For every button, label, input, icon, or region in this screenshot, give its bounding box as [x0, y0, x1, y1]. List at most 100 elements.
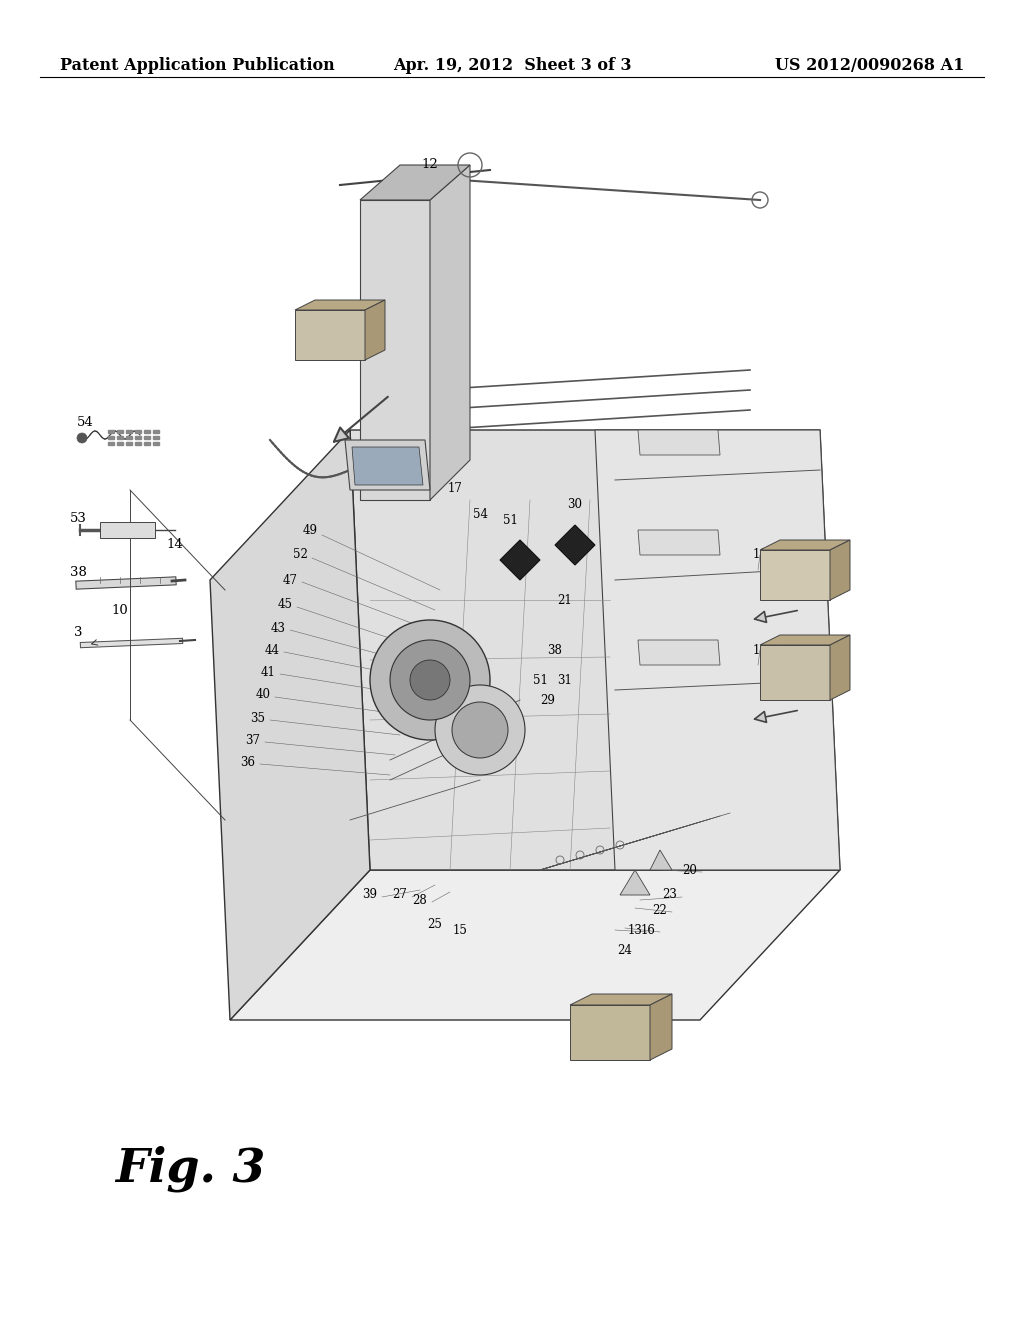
- Bar: [135, 442, 141, 445]
- Text: 40: 40: [256, 689, 270, 701]
- Bar: [117, 436, 123, 440]
- Text: 10: 10: [112, 603, 128, 616]
- Text: 44: 44: [264, 644, 280, 656]
- Circle shape: [452, 702, 508, 758]
- Polygon shape: [760, 645, 830, 700]
- Polygon shape: [650, 850, 672, 870]
- Bar: [135, 430, 141, 433]
- Polygon shape: [830, 635, 850, 700]
- Text: 16: 16: [641, 924, 655, 936]
- Text: 39: 39: [362, 888, 378, 902]
- Bar: [144, 430, 150, 433]
- Text: 51: 51: [532, 673, 548, 686]
- Text: 45: 45: [278, 598, 293, 611]
- Text: 31: 31: [557, 673, 572, 686]
- Bar: [153, 430, 159, 433]
- Text: 17: 17: [447, 482, 463, 495]
- Text: 29: 29: [541, 693, 555, 706]
- Polygon shape: [638, 531, 720, 554]
- Text: 27: 27: [392, 888, 408, 902]
- Text: 23: 23: [663, 888, 678, 902]
- Text: 12: 12: [338, 331, 352, 345]
- Text: US 2012/0090268 A1: US 2012/0090268 A1: [774, 57, 964, 74]
- Text: 49: 49: [302, 524, 317, 536]
- Text: 3: 3: [74, 626, 82, 639]
- Polygon shape: [830, 540, 850, 601]
- Polygon shape: [430, 165, 470, 500]
- Polygon shape: [638, 430, 720, 455]
- Bar: [135, 436, 141, 440]
- Text: 14: 14: [167, 539, 183, 552]
- Text: 43: 43: [270, 622, 286, 635]
- Bar: [108, 430, 114, 433]
- Circle shape: [410, 660, 450, 700]
- Polygon shape: [345, 440, 430, 490]
- Bar: [108, 436, 114, 440]
- Text: 54: 54: [77, 416, 93, 429]
- Text: 36: 36: [241, 755, 256, 768]
- Bar: [126, 442, 132, 445]
- Polygon shape: [365, 300, 385, 360]
- Text: 25: 25: [428, 919, 442, 932]
- Bar: [144, 436, 150, 440]
- Text: Fig. 3: Fig. 3: [115, 1144, 265, 1192]
- Text: 20: 20: [683, 863, 697, 876]
- Text: 35: 35: [251, 711, 265, 725]
- Polygon shape: [570, 1005, 650, 1060]
- Text: 30: 30: [567, 499, 583, 511]
- Bar: [117, 442, 123, 445]
- Text: 51: 51: [503, 513, 517, 527]
- Polygon shape: [360, 201, 430, 500]
- Text: 24: 24: [617, 944, 633, 957]
- Text: 21: 21: [558, 594, 572, 606]
- Text: 11: 11: [753, 549, 767, 561]
- Bar: [117, 430, 123, 433]
- Polygon shape: [230, 870, 840, 1020]
- Polygon shape: [210, 430, 370, 1020]
- Bar: [153, 442, 159, 445]
- Polygon shape: [570, 994, 672, 1005]
- Circle shape: [435, 685, 525, 775]
- Circle shape: [370, 620, 490, 741]
- Bar: [126, 436, 132, 440]
- Polygon shape: [350, 430, 840, 870]
- Bar: [153, 436, 159, 440]
- Circle shape: [390, 640, 470, 719]
- Text: 38: 38: [70, 565, 86, 578]
- Text: Patent Application Publication: Patent Application Publication: [60, 57, 335, 74]
- Polygon shape: [760, 540, 850, 550]
- Text: Apr. 19, 2012  Sheet 3 of 3: Apr. 19, 2012 Sheet 3 of 3: [393, 57, 631, 74]
- Text: 37: 37: [246, 734, 260, 747]
- Polygon shape: [295, 300, 385, 310]
- Text: 3: 3: [571, 1019, 579, 1031]
- Bar: [108, 442, 114, 445]
- Text: 38: 38: [548, 644, 562, 656]
- Text: 11: 11: [753, 644, 767, 656]
- Polygon shape: [650, 994, 672, 1060]
- Bar: [144, 442, 150, 445]
- Text: 13: 13: [628, 924, 642, 936]
- Text: 54: 54: [472, 508, 487, 521]
- Text: 41: 41: [260, 665, 275, 678]
- Text: 12: 12: [422, 158, 438, 172]
- Polygon shape: [295, 310, 365, 360]
- Circle shape: [77, 433, 87, 444]
- Polygon shape: [352, 447, 423, 484]
- Text: 50: 50: [413, 474, 427, 487]
- Polygon shape: [360, 165, 470, 201]
- Text: 11: 11: [603, 1014, 617, 1027]
- Polygon shape: [620, 870, 650, 895]
- Polygon shape: [760, 635, 850, 645]
- Text: 11: 11: [312, 338, 328, 351]
- Text: 22: 22: [652, 903, 668, 916]
- Text: 15: 15: [453, 924, 467, 936]
- Text: 12: 12: [782, 541, 798, 554]
- Polygon shape: [500, 540, 540, 579]
- Polygon shape: [595, 430, 840, 870]
- Text: 12: 12: [623, 1003, 637, 1016]
- Polygon shape: [555, 525, 595, 565]
- Polygon shape: [638, 640, 720, 665]
- Text: 28: 28: [413, 894, 427, 907]
- Polygon shape: [100, 521, 155, 539]
- Polygon shape: [760, 550, 830, 601]
